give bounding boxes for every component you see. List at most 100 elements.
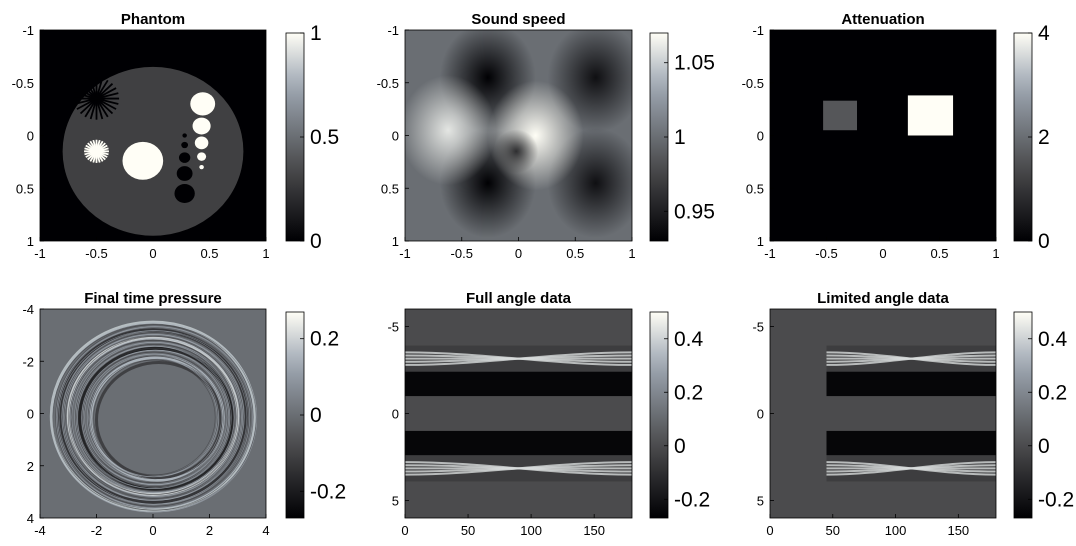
phantom-circle (194, 136, 209, 150)
y-tick-label: -0.5 (12, 76, 34, 91)
y-tick-label: 0.5 (746, 181, 764, 196)
x-tick-label: 1 (628, 246, 635, 261)
y-tick-label: 0 (27, 407, 34, 422)
background (770, 30, 996, 241)
signal-band (405, 345, 632, 372)
pressure-ring (80, 347, 231, 487)
colorbar-tick-label: 0.5 (310, 126, 339, 149)
phantom-circle (192, 117, 211, 135)
y-tick-label: 0 (757, 129, 764, 144)
phantom-circle (178, 152, 191, 163)
colorbar-tick-label: 0.4 (674, 328, 704, 351)
pressure-ring (82, 351, 224, 484)
phantom-circle (181, 141, 189, 149)
colorbar-tick-label: 0.2 (310, 328, 339, 351)
subplot-title: Final time pressure (84, 290, 222, 307)
phantom-circle (174, 184, 195, 204)
phantom-star (84, 139, 109, 163)
x-tick-label: -1 (764, 246, 776, 261)
pressure-ring (63, 334, 243, 501)
phantom-circle (182, 133, 187, 138)
subplot-title: Limited angle data (817, 290, 949, 307)
colorbar-tick-label: -0.2 (1038, 488, 1074, 511)
y-tick-label: -4 (22, 302, 34, 317)
pressure-ring (74, 342, 238, 493)
pressure-ring (81, 349, 228, 485)
plot-area (770, 309, 996, 518)
colorbar-tick-label: 0.2 (674, 381, 703, 404)
x-tick-label: 100 (885, 523, 907, 538)
colorbar-tick-label: 2 (1038, 126, 1050, 149)
x-tick-label: 50 (461, 523, 475, 538)
x-tick-label: 150 (583, 523, 605, 538)
pressure-ring (55, 326, 253, 509)
y-tick-label: 2 (27, 459, 34, 474)
colorbar-tick-label: 0.95 (674, 200, 715, 223)
plot-area (40, 30, 266, 241)
x-tick-label: 0 (149, 523, 156, 538)
x-tick-label: 0 (879, 246, 886, 261)
x-tick-label: -0.5 (451, 246, 473, 261)
colorbar-tick-label: 0 (310, 230, 322, 253)
x-tick-label: 0 (515, 246, 522, 261)
x-tick-label: 4 (262, 523, 269, 538)
phantom-circle (176, 166, 193, 181)
y-tick-label: 0.5 (381, 181, 399, 196)
colorbar-tick-label: 0 (1038, 435, 1050, 458)
y-tick-label: 5 (757, 494, 764, 509)
colorbar-tick-label: 1 (310, 22, 322, 45)
y-tick-label: -5 (752, 319, 764, 334)
background (770, 309, 996, 518)
x-tick-label: -0.5 (815, 246, 837, 261)
y-tick-label: 0.5 (16, 181, 34, 196)
pressure-ring (56, 328, 250, 507)
x-tick-label: 2 (206, 523, 213, 538)
shadow-band (826, 371, 996, 397)
y-tick-label: -1 (22, 23, 34, 38)
phantom-circle (190, 92, 216, 116)
x-tick-label: 0.5 (566, 246, 584, 261)
pressure-ring (69, 340, 237, 495)
y-tick-label: 0 (757, 407, 764, 422)
phantom-circle (122, 141, 164, 180)
attenuation-inclusion (907, 95, 954, 136)
y-tick-label: 0 (27, 129, 34, 144)
x-tick-label: 0.5 (200, 246, 218, 261)
pressure-ring (87, 355, 222, 480)
phantom-circle (199, 165, 204, 170)
pressure-ring (67, 336, 244, 499)
y-tick-label: -0.5 (377, 76, 399, 91)
x-tick-label: 1 (262, 246, 269, 261)
x-tick-label: -4 (34, 523, 46, 538)
y-tick-label: 1 (27, 234, 34, 249)
x-tick-label: -1 (34, 246, 46, 261)
colorbar (1013, 311, 1033, 519)
phantom-star (73, 77, 120, 120)
pressure-ring (61, 330, 251, 505)
pressure-ring (50, 322, 256, 513)
colorbar-tick-label: 0 (1038, 230, 1050, 253)
colorbar-tick-label: 0.4 (1038, 328, 1068, 351)
x-tick-label: 50 (826, 523, 840, 538)
y-tick-label: 0 (392, 407, 399, 422)
colorbar-tick-label: 1 (674, 126, 686, 149)
colorbar-tick-label: 0 (310, 404, 322, 427)
subplot-title: Sound speed (471, 11, 565, 28)
subplot-title: Attenuation (841, 11, 924, 28)
shadow-band (826, 430, 996, 456)
subplot-title: Phantom (121, 11, 185, 28)
colorbar-tick-label: 1.05 (674, 52, 715, 75)
colorbar-tick-label: -0.2 (674, 488, 710, 511)
y-tick-label: 1 (757, 234, 764, 249)
x-tick-label: 150 (947, 523, 969, 538)
y-tick-label: -2 (22, 354, 34, 369)
subplot-2: Sound speed-1 -0.5 0 0.5 1-1-0.500.510.9511.… (377, 11, 715, 261)
subplot-title: Full angle data (466, 290, 572, 307)
plot-area (40, 309, 266, 518)
sound-speed-blob (494, 129, 539, 174)
x-tick-label: 0 (401, 523, 408, 538)
shadow-band (405, 430, 632, 456)
subplot-1: Phantom-1 -0.5 0 0.5 1-1-0.500.51 00.51 (12, 11, 340, 261)
